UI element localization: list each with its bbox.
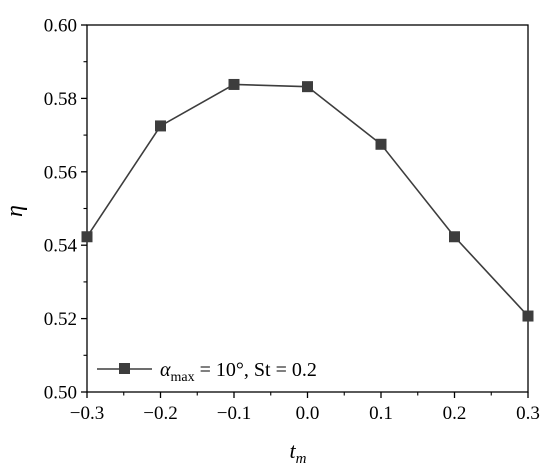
x-axis-title: tm bbox=[290, 438, 307, 467]
legend-alpha: α bbox=[160, 359, 171, 381]
plot-border bbox=[86, 24, 529, 393]
x-tick-label: 0.2 bbox=[443, 403, 467, 424]
data-point-marker bbox=[449, 231, 460, 243]
legend-marker-sample bbox=[119, 363, 130, 374]
series-layer bbox=[81, 78, 534, 322]
x-tick-label: −0.1 bbox=[217, 403, 251, 424]
x-tick-label: 0.1 bbox=[369, 403, 393, 424]
series-line bbox=[86, 83, 529, 317]
legend: αmax = 10°, St = 0.2 bbox=[97, 359, 317, 385]
y-axis-title: η bbox=[2, 205, 28, 217]
y-tick-label: 0.52 bbox=[44, 309, 77, 330]
data-point-marker bbox=[81, 231, 93, 243]
x-tick-label: −0.2 bbox=[143, 403, 177, 424]
x-tick-label: −0.3 bbox=[70, 403, 104, 424]
data-point-marker bbox=[375, 138, 387, 150]
legend-rest: = 10°, St = 0.2 bbox=[195, 359, 317, 381]
plot-frame bbox=[86, 24, 529, 393]
y-axis-ticks: 0.50 0.52 0.54 0.56 0.58 0.60 bbox=[44, 16, 87, 404]
x-tick-label: 0.3 bbox=[516, 403, 540, 424]
y-tick-label: 0.50 bbox=[44, 383, 77, 404]
x-axis-ticks: −0.3 −0.2 −0.1 0.0 0.1 0.2 0.3 bbox=[70, 392, 540, 424]
x-tick-label: 0.0 bbox=[296, 403, 320, 424]
y-tick-label: 0.60 bbox=[44, 16, 77, 37]
y-tick-label: 0.54 bbox=[44, 236, 78, 257]
data-point-marker bbox=[155, 120, 166, 132]
legend-label: αmax = 10°, St = 0.2 bbox=[160, 359, 317, 385]
data-point-marker bbox=[302, 81, 313, 93]
y-tick-label: 0.58 bbox=[44, 89, 77, 110]
data-point-marker bbox=[522, 310, 534, 322]
y-tick-label: 0.56 bbox=[44, 162, 77, 183]
x-axis-title-sub: m bbox=[296, 451, 307, 467]
x-axis-title-main: t bbox=[290, 438, 297, 463]
legend-alpha-sub: max bbox=[171, 370, 195, 385]
data-point-marker bbox=[228, 78, 240, 90]
